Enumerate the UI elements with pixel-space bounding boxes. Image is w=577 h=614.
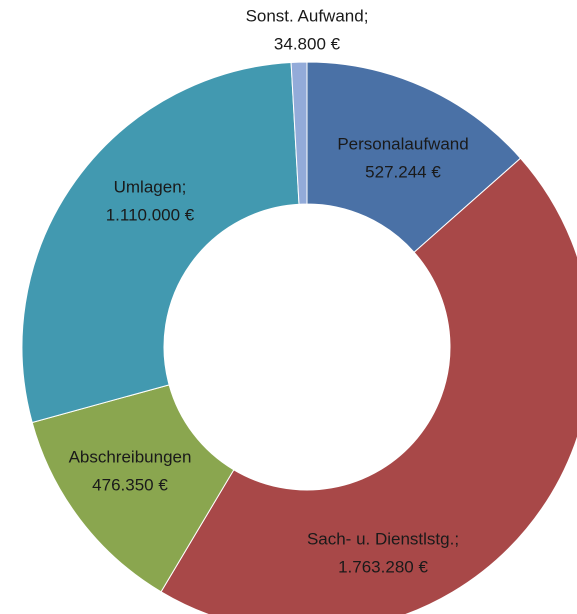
donut-slice — [21, 61, 300, 424]
slice-label-value: 1.763.280 € — [338, 557, 428, 576]
slice-label-name: Sach- u. Dienstlstg.; — [307, 529, 459, 548]
slice-label-name: Umlagen; — [114, 177, 187, 196]
donut-slice — [31, 384, 235, 593]
donut-slice — [160, 157, 577, 614]
slice-label-name: Sonst. Aufwand; — [246, 6, 369, 25]
donut-slice — [290, 61, 308, 205]
slice-label-value: 527.244 € — [365, 162, 441, 181]
slice-label-value: 476.350 € — [92, 475, 168, 494]
slice-label-value: 34.800 € — [274, 34, 341, 53]
donut-slice — [306, 61, 522, 253]
slice-label-name: Personalaufwand — [337, 134, 468, 153]
slice-label-value: 1.110.000 € — [106, 205, 195, 224]
slice-label-name: Abschreibungen — [69, 447, 192, 466]
